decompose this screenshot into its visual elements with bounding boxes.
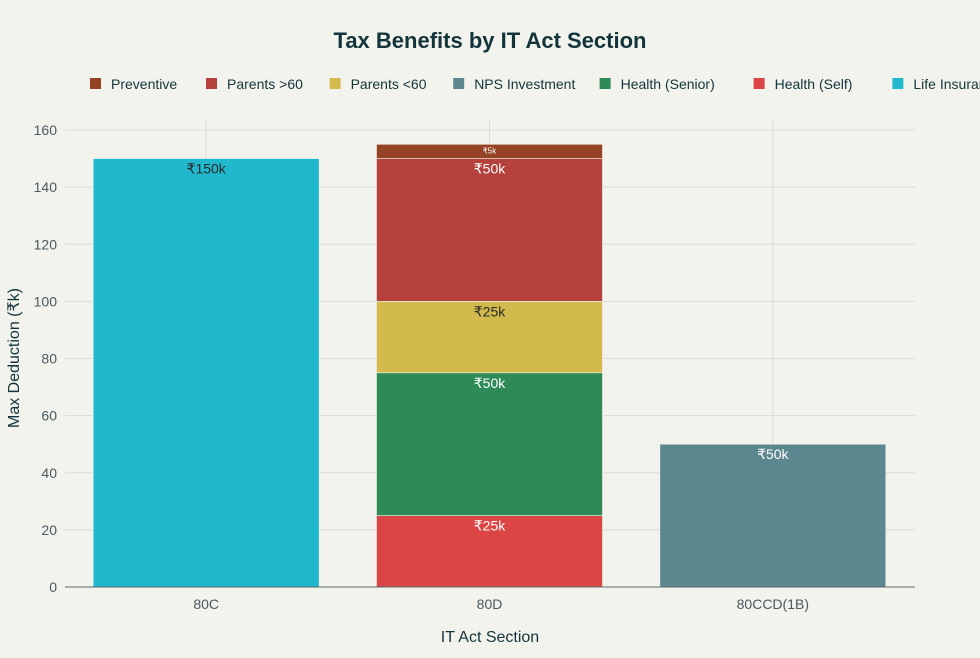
data-label: ₹25k — [474, 303, 506, 319]
legend-label: Health (Self) — [775, 76, 853, 92]
legend-label: Preventive — [111, 76, 177, 92]
x-tick-label: 80D — [477, 596, 503, 612]
y-axis: 0 20 40 60 80 100 120 140 160 — [34, 122, 58, 595]
data-label: ₹25k — [474, 518, 506, 534]
legend-label: Life Insurance — [913, 76, 980, 92]
y-tick-label: 20 — [41, 522, 57, 538]
data-label: ₹50k — [757, 446, 789, 462]
legend-swatch — [206, 78, 217, 89]
data-label: ₹5k — [483, 146, 498, 155]
bar-segment-parents-60 — [376, 158, 603, 302]
legend-label: NPS Investment — [474, 76, 575, 92]
y-tick-label: 140 — [34, 179, 58, 195]
bar-segment-preventive — [376, 143, 603, 159]
y-tick-label: 60 — [41, 408, 57, 424]
x-tick-label: 80CCD(1B) — [737, 596, 809, 612]
legend-label: Parents >60 — [227, 76, 303, 92]
legend-label: Parents <60 — [351, 76, 427, 92]
bar-segment-parents-60 — [376, 301, 603, 374]
bar-segment-life-insurance — [92, 158, 320, 588]
legend-swatch — [753, 78, 765, 89]
x-axis: 80C 80D 80CCD(1B) — [65, 586, 915, 612]
legend: Preventive Parents >60 Parents <60 NPS Inve… — [90, 76, 980, 92]
chart-title: Tax Benefits by IT Act Section — [334, 28, 647, 53]
legend-swatch — [892, 78, 904, 89]
y-tick-label: 120 — [34, 236, 58, 252]
data-label: ₹50k — [474, 161, 506, 177]
bar-segment-health-self- — [376, 515, 603, 588]
bar-segment-nps-investment — [659, 443, 887, 588]
data-label: ₹150k — [187, 161, 227, 177]
legend-swatch — [599, 78, 611, 89]
bar-segment-health-senior- — [376, 372, 603, 516]
y-tick-label: 40 — [41, 465, 57, 481]
legend-swatch — [329, 78, 341, 89]
y-tick-label: 0 — [49, 579, 57, 595]
x-tick-label: 80C — [193, 596, 219, 612]
y-tick-label: 80 — [41, 351, 57, 367]
bars: ₹150k ₹25k ₹50k ₹25k ₹50k ₹5k ₹50k — [92, 143, 887, 588]
data-label: ₹50k — [474, 375, 506, 391]
y-axis-title: Max Deduction (₹k) — [6, 288, 23, 428]
x-axis-title: IT Act Section — [441, 629, 539, 646]
legend-swatch — [453, 78, 465, 89]
legend-swatch — [90, 78, 101, 89]
y-tick-label: 160 — [34, 122, 58, 138]
legend-label: Health (Senior) — [621, 76, 715, 92]
y-tick-label: 100 — [34, 293, 58, 309]
